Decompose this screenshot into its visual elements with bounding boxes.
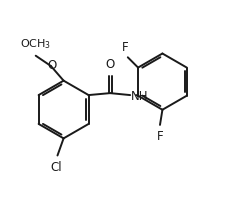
Text: NH: NH bbox=[131, 90, 149, 103]
Text: O: O bbox=[47, 59, 56, 72]
Text: Cl: Cl bbox=[50, 161, 62, 174]
Text: F: F bbox=[122, 41, 128, 54]
Text: OCH$_3$: OCH$_3$ bbox=[20, 37, 51, 51]
Text: O: O bbox=[105, 58, 115, 71]
Text: F: F bbox=[157, 130, 163, 143]
